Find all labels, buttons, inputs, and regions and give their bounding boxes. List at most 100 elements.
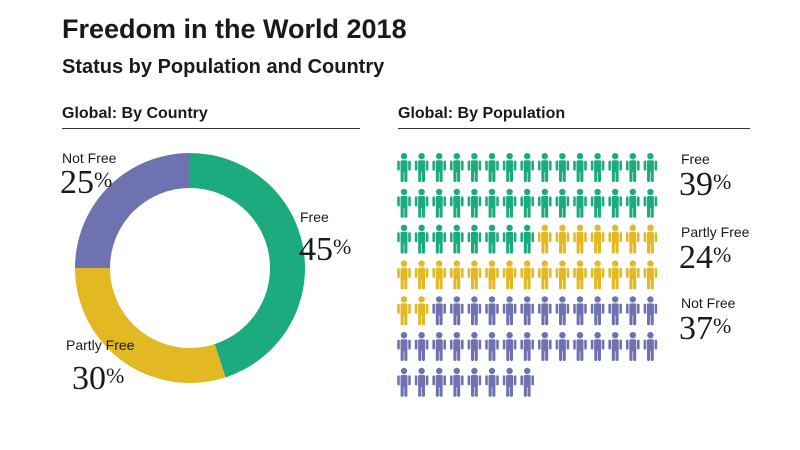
- person-icon: [450, 224, 464, 254]
- person-icon: [450, 332, 464, 361]
- person-icon: [485, 188, 499, 218]
- person-icon: [450, 188, 464, 218]
- person-icon: [397, 188, 411, 218]
- person-icon: [414, 367, 429, 397]
- person-icon: [608, 296, 622, 326]
- person-icon: [397, 153, 411, 182]
- donut-slice-not-free: [75, 153, 190, 268]
- donut-value-not-free: 25%: [60, 164, 113, 201]
- person-icon: [538, 188, 552, 218]
- person-icon: [538, 153, 552, 182]
- person-icon: [608, 260, 622, 290]
- picto-value-not-free: 37%: [679, 310, 732, 347]
- person-icon: [397, 260, 411, 290]
- donut-slice-free: [190, 153, 305, 378]
- person-icon: [608, 224, 622, 254]
- person-icon: [397, 224, 411, 254]
- donut-label-free: Free: [300, 209, 329, 225]
- person-icon: [626, 260, 640, 290]
- person-icon: [467, 188, 482, 218]
- person-icon: [467, 260, 482, 290]
- person-icon: [626, 296, 640, 326]
- person-icon: [643, 153, 658, 182]
- section-rule-by-population: [398, 128, 750, 129]
- person-icon: [520, 224, 534, 254]
- picto-value-free: 39%: [679, 166, 732, 203]
- person-icon: [485, 367, 499, 397]
- person-icon: [520, 188, 534, 218]
- person-icon: [555, 260, 570, 290]
- person-icon: [485, 332, 499, 361]
- person-icon: [643, 224, 658, 254]
- picto-label-free: Free: [681, 151, 710, 167]
- person-icon: [450, 260, 464, 290]
- picto-label-not-free: Not Free: [681, 295, 736, 311]
- person-icon: [432, 260, 446, 290]
- person-icon: [555, 332, 570, 361]
- person-icon: [538, 224, 552, 254]
- person-icon: [573, 260, 587, 290]
- person-icon: [643, 332, 658, 361]
- person-icon: [520, 332, 534, 361]
- person-icon: [520, 296, 534, 326]
- person-icon: [485, 153, 499, 182]
- section-title-by-country: Global: By Country: [62, 105, 208, 122]
- person-icon: [573, 188, 587, 218]
- person-icon: [467, 367, 482, 397]
- person-icon: [502, 296, 517, 326]
- person-icon: [626, 188, 640, 218]
- person-icon: [573, 332, 587, 361]
- person-icon: [485, 296, 499, 326]
- person-icon: [573, 224, 587, 254]
- donut-chart: [75, 153, 305, 383]
- person-icon: [397, 367, 411, 397]
- person-icon: [626, 224, 640, 254]
- person-icon: [467, 224, 482, 254]
- person-icon: [485, 260, 499, 290]
- person-icon: [555, 188, 570, 218]
- person-icon: [502, 332, 517, 361]
- chart-subtitle: Status by Population and Country: [62, 56, 385, 78]
- chart-title: Freedom in the World 2018: [62, 14, 407, 44]
- person-icon: [643, 260, 658, 290]
- person-icon: [520, 367, 534, 397]
- person-icon: [590, 332, 605, 361]
- person-icon: [467, 296, 482, 326]
- donut-label-partly-free: Partly Free: [66, 337, 135, 353]
- person-icon: [573, 153, 587, 182]
- person-icon: [485, 224, 499, 254]
- picto-label-partly-free: Partly Free: [681, 224, 750, 240]
- person-icon: [450, 367, 464, 397]
- person-icon: [397, 332, 411, 361]
- person-icon: [502, 153, 517, 182]
- person-icon: [590, 153, 605, 182]
- section-rule-by-country: [62, 128, 360, 129]
- person-icon: [432, 332, 446, 361]
- person-icon: [432, 153, 446, 182]
- person-icon: [555, 224, 570, 254]
- person-icon: [414, 224, 429, 254]
- donut-label-not-free: Not Free: [62, 150, 117, 166]
- person-icon: [555, 153, 570, 182]
- person-icon: [643, 188, 658, 218]
- person-icon: [590, 224, 605, 254]
- person-icon: [432, 188, 446, 218]
- donut-value-partly-free: 30%: [72, 360, 125, 397]
- person-icon: [450, 296, 464, 326]
- person-icon: [450, 153, 464, 182]
- person-icon: [590, 296, 605, 326]
- person-icon: [414, 188, 429, 218]
- person-icon: [573, 296, 587, 326]
- person-icon: [608, 153, 622, 182]
- person-icon: [414, 332, 429, 361]
- person-icon: [467, 153, 482, 182]
- picto-value-partly-free: 24%: [679, 239, 732, 276]
- person-icon: [520, 260, 534, 290]
- person-icon: [520, 153, 534, 182]
- person-icon: [414, 296, 429, 326]
- person-icon: [608, 332, 622, 361]
- person-icon: [502, 367, 517, 397]
- person-icon: [414, 153, 429, 182]
- person-icon: [555, 296, 570, 326]
